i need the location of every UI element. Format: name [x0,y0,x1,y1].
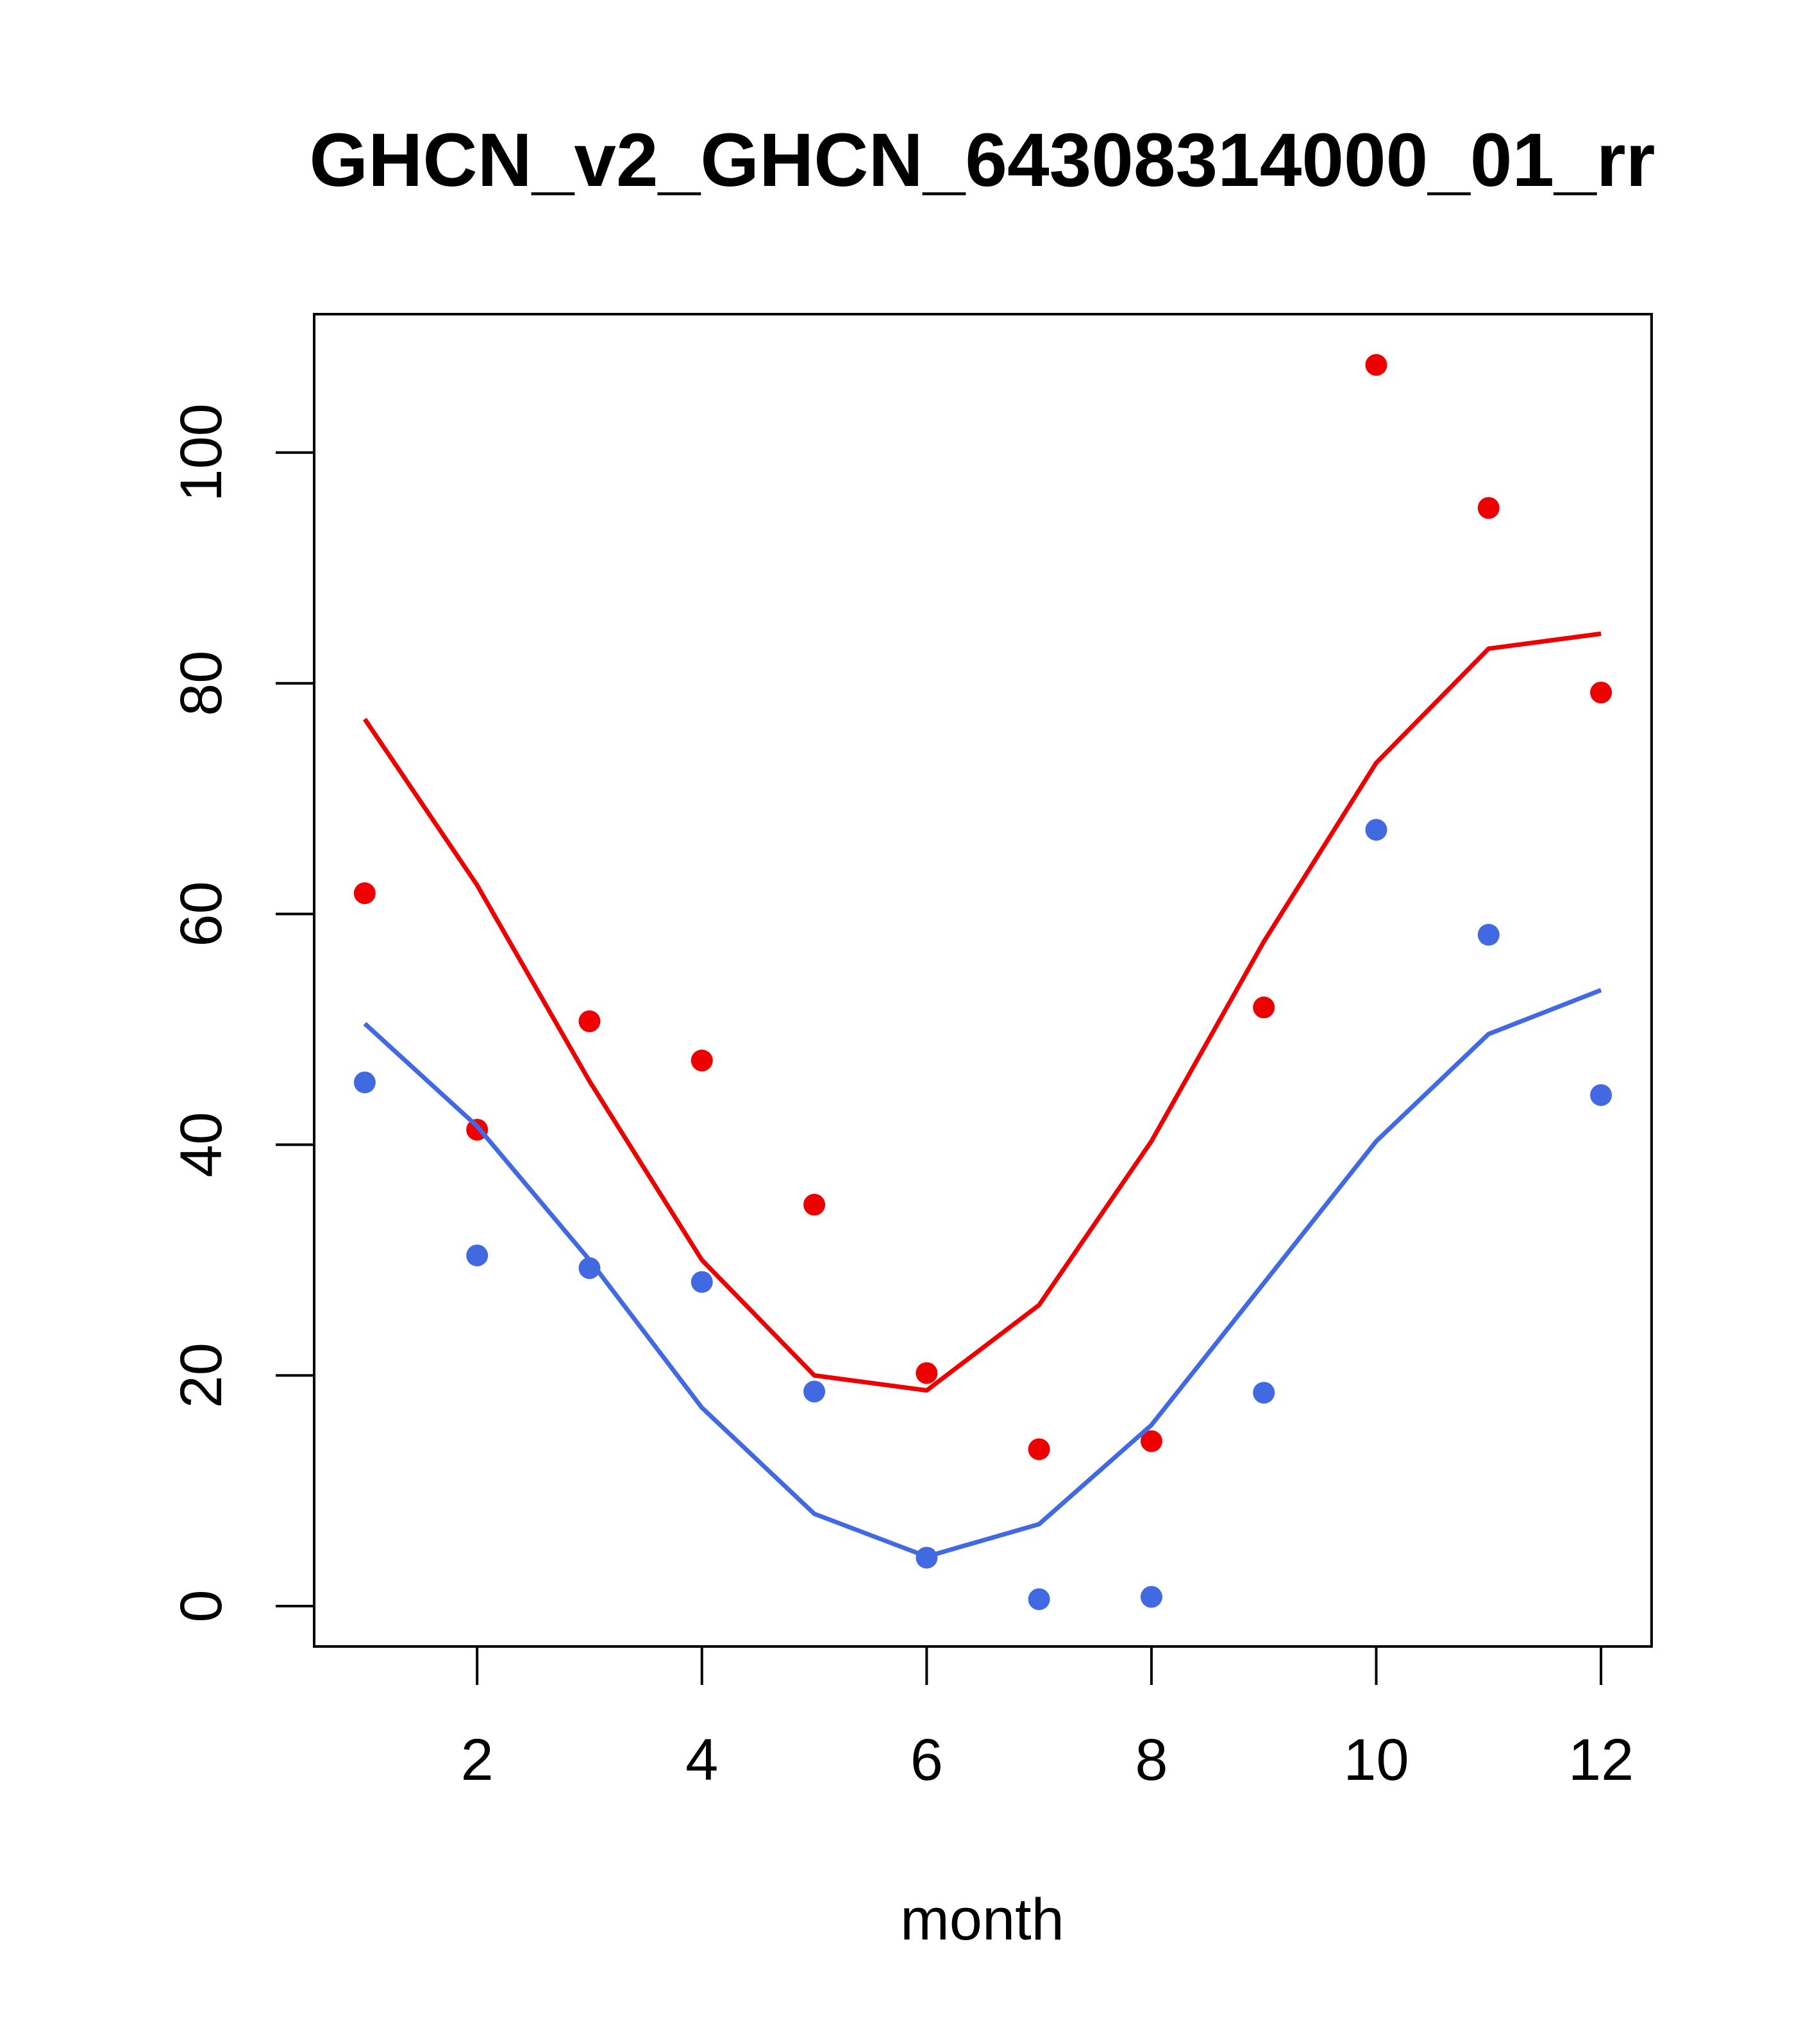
x-tick-label: 6 [910,1727,943,1793]
x-axis-label: month [900,1887,1064,1952]
x-tick-label: 8 [1135,1727,1168,1793]
data-point [1590,1084,1612,1107]
x-tick-label: 2 [461,1727,494,1793]
series-line [363,631,1602,1393]
data-point [803,1193,826,1216]
data-point [803,1380,826,1403]
data-point [1365,819,1387,841]
y-tick-label: 100 [169,403,234,502]
data-point [691,1050,713,1072]
data-point [1140,1430,1162,1452]
data-point [691,1271,713,1293]
data-point [1477,497,1500,519]
data-point [916,1362,938,1384]
x-tick-label: 10 [1343,1727,1409,1793]
data-point [353,882,376,905]
plot-frame [313,313,1653,1648]
data-point [1028,1588,1050,1611]
data-point [1140,1586,1162,1608]
data-point [578,1010,601,1032]
chart-title: GHCN_v2_GHCN_64308314000_01_rr [309,118,1655,203]
series-layer [353,354,1612,1611]
y-tick-label: 0 [169,1589,234,1622]
data-point [1477,923,1500,946]
data-point [1028,1438,1050,1461]
series-1 [353,354,1612,1461]
x-axis: 2 4 6 8 10 12 [461,1645,1634,1793]
data-point [466,1244,489,1267]
x-tick-label: 12 [1568,1727,1634,1793]
y-axis: 0 20 40 60 80 100 [169,403,315,1623]
y-tick-label: 20 [169,1343,234,1408]
y-tick-label: 80 [169,651,234,716]
series-line [363,988,1602,1559]
series-2 [353,819,1612,1611]
data-point [578,1257,601,1279]
data-point [1253,1382,1275,1404]
data-point [1365,354,1387,376]
data-point [1590,682,1612,704]
data-point [353,1071,376,1094]
y-tick-label: 40 [169,1112,234,1177]
data-point [1253,996,1275,1019]
y-tick-label: 60 [169,881,234,946]
x-tick-label: 4 [685,1727,718,1793]
data-point [916,1546,938,1569]
